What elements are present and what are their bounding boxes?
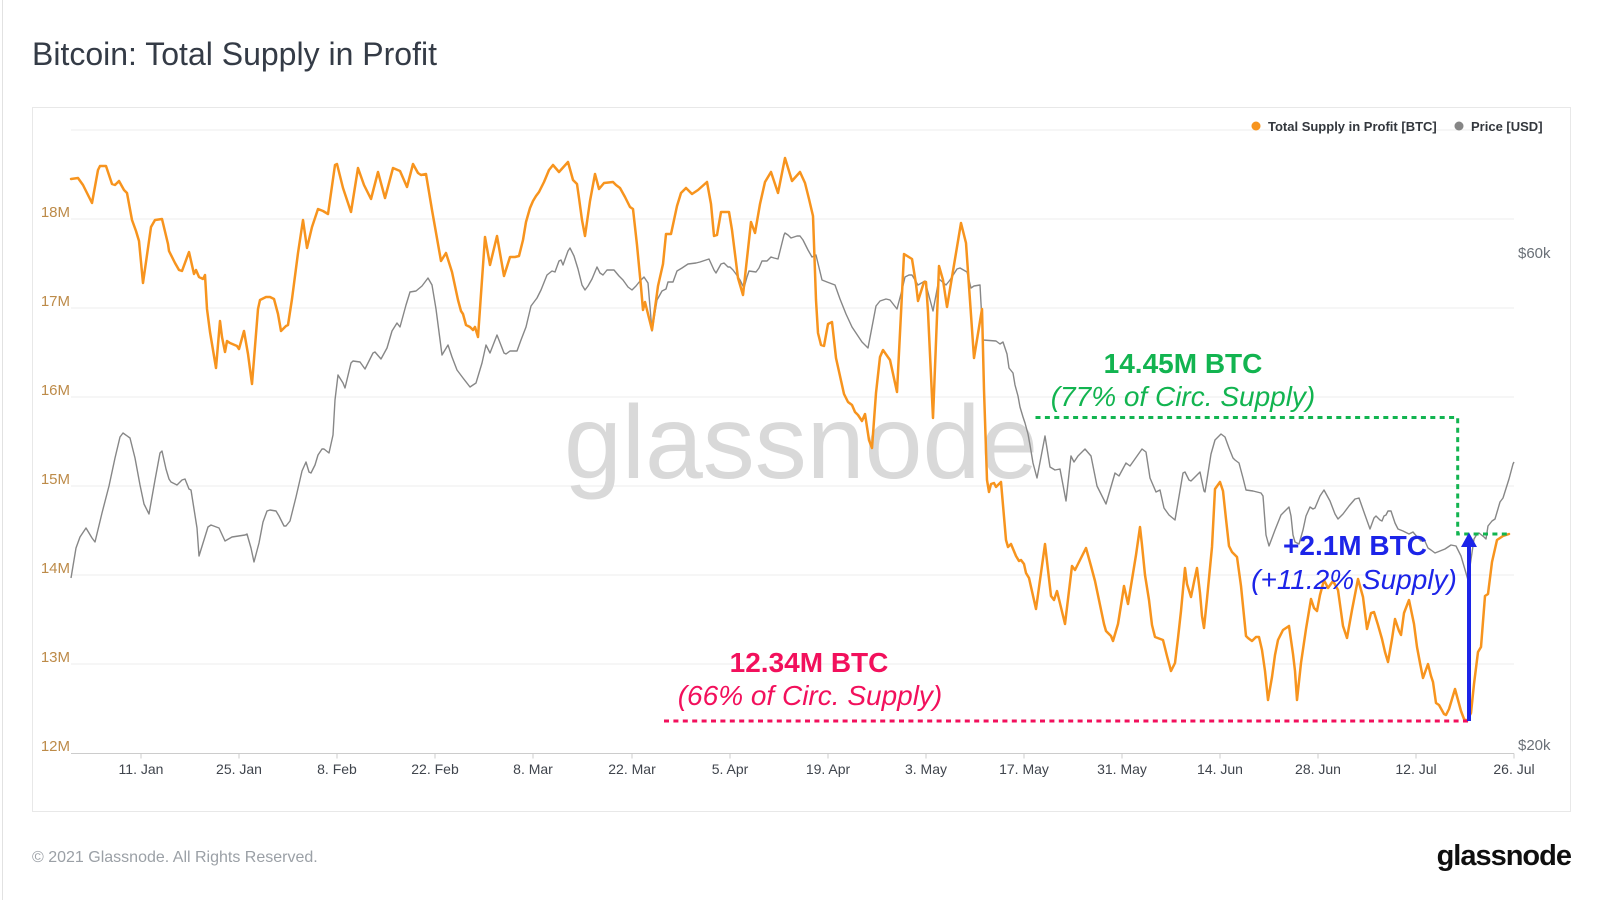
svg-text:Bitcoin: Total Supply in Profi: Bitcoin: Total Supply in Profit: [32, 36, 437, 72]
svg-text:12.34M BTC: 12.34M BTC: [730, 647, 889, 678]
svg-text:5. Apr: 5. Apr: [712, 761, 749, 777]
svg-text:22. Feb: 22. Feb: [411, 761, 459, 777]
svg-text:12M: 12M: [41, 738, 70, 755]
svg-text:31. May: 31. May: [1097, 761, 1147, 777]
svg-text:14.45M BTC: 14.45M BTC: [1104, 348, 1263, 379]
svg-text:28. Jun: 28. Jun: [1295, 761, 1341, 777]
svg-text:26. Jul: 26. Jul: [1493, 761, 1534, 777]
svg-text:+2.1M BTC: +2.1M BTC: [1283, 530, 1427, 561]
svg-text:11. Jan: 11. Jan: [119, 761, 164, 777]
svg-text:$20k: $20k: [1518, 737, 1551, 754]
svg-text:18M: 18M: [41, 204, 70, 221]
svg-text:Total Supply in Profit [BTC]: Total Supply in Profit [BTC]: [1268, 119, 1437, 134]
svg-text:(77% of Circ. Supply): (77% of Circ. Supply): [1051, 381, 1316, 412]
svg-text:17M: 17M: [41, 293, 70, 310]
svg-text:glassnode: glassnode: [1437, 840, 1572, 872]
svg-text:16M: 16M: [41, 382, 70, 399]
svg-text:$60k: $60k: [1518, 245, 1551, 262]
svg-text:© 2021 Glassnode. All Rights R: © 2021 Glassnode. All Rights Reserved.: [32, 849, 318, 866]
svg-text:3. May: 3. May: [905, 761, 947, 777]
svg-text:(+11.2% Supply): (+11.2% Supply): [1251, 564, 1457, 595]
svg-text:22. Mar: 22. Mar: [608, 761, 656, 777]
svg-text:glassnode: glassnode: [564, 385, 1038, 501]
svg-text:25. Jan: 25. Jan: [216, 761, 262, 777]
svg-text:8. Feb: 8. Feb: [317, 761, 357, 777]
svg-text:Price [USD]: Price [USD]: [1471, 119, 1543, 134]
svg-text:(66% of Circ. Supply): (66% of Circ. Supply): [678, 680, 943, 711]
svg-text:12. Jul: 12. Jul: [1395, 761, 1436, 777]
svg-text:19. Apr: 19. Apr: [806, 761, 851, 777]
svg-text:8. Mar: 8. Mar: [513, 761, 553, 777]
svg-text:15M: 15M: [41, 471, 70, 488]
svg-text:14. Jun: 14. Jun: [1197, 761, 1243, 777]
svg-text:17. May: 17. May: [999, 761, 1049, 777]
svg-text:13M: 13M: [41, 649, 70, 666]
svg-text:14M: 14M: [41, 560, 70, 577]
